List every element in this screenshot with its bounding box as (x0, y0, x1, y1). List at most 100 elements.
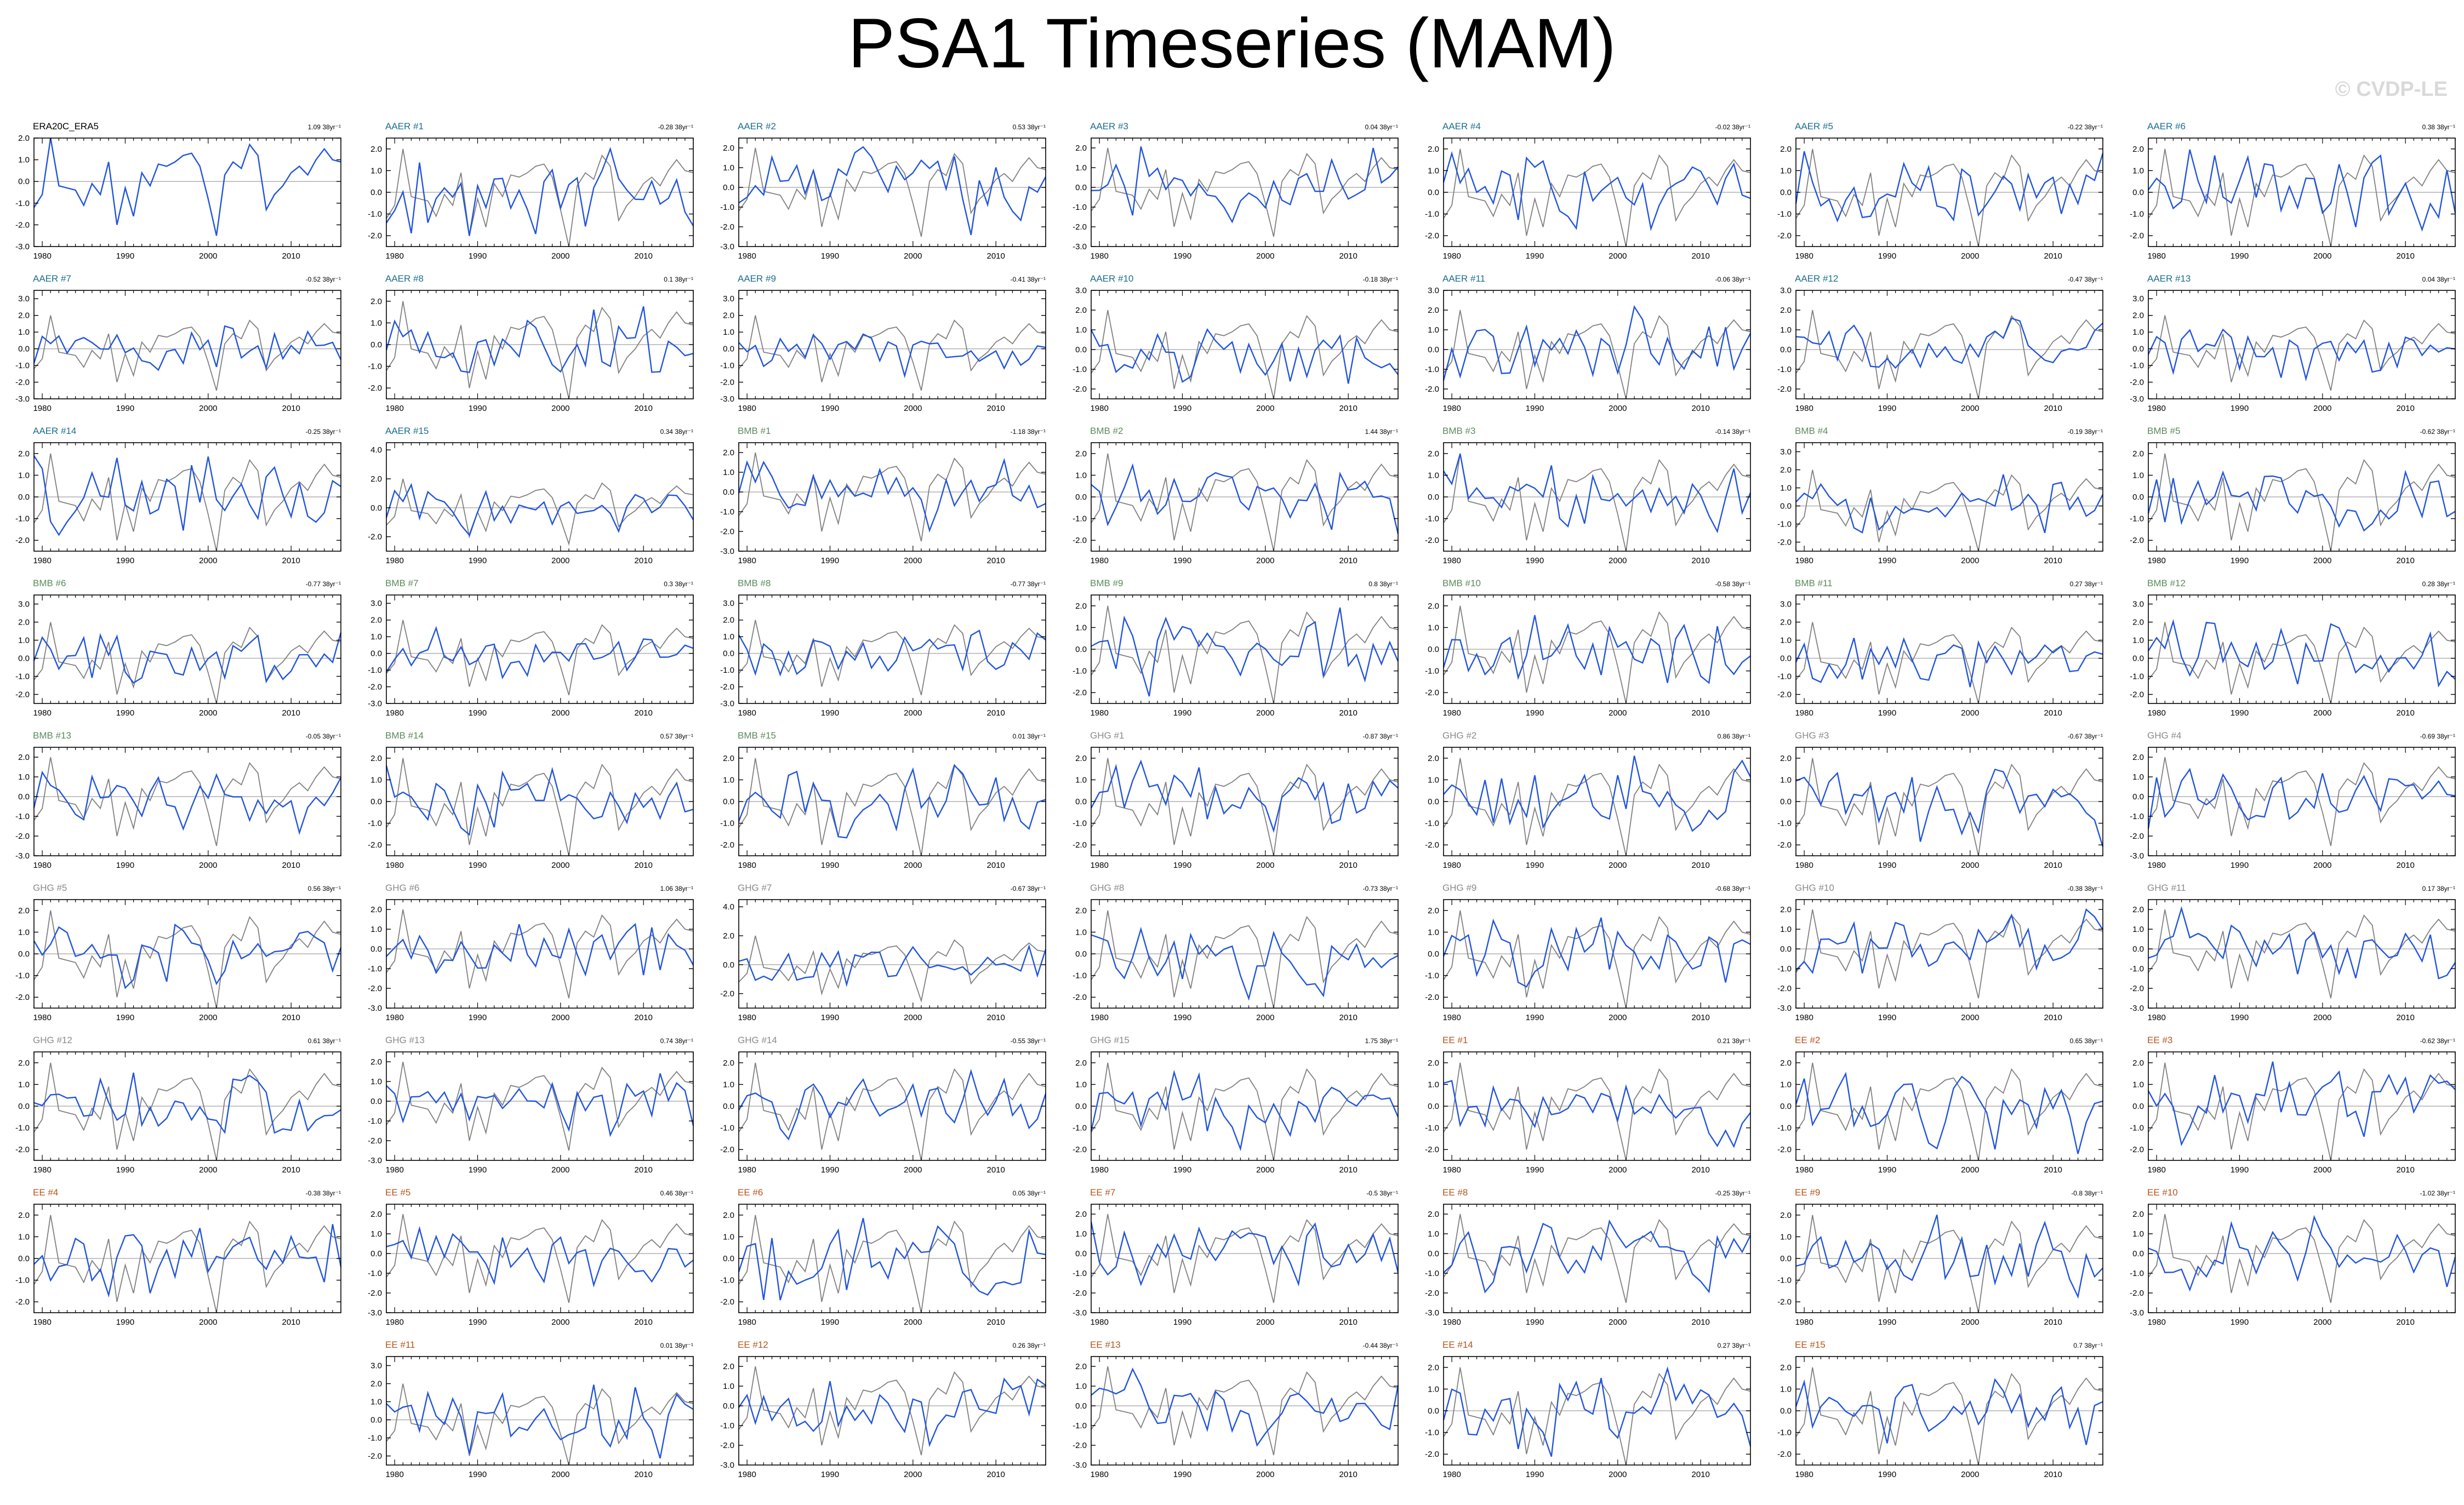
y-tick-label: -2.0 (2130, 378, 2144, 387)
panel-trend: 0.53 38yr⁻¹ (1013, 123, 1046, 131)
panel-frame (2148, 290, 2455, 399)
y-tick-label: 0.0 (370, 1097, 382, 1106)
series-line-member (1444, 454, 1750, 531)
x-tick-label: 1980 (33, 404, 51, 413)
panel-trend: -0.05 38yr⁻¹ (306, 733, 341, 740)
y-tick-label: -3.0 (15, 851, 30, 861)
y-tick-label: 0.0 (370, 188, 382, 197)
y-tick-label: -3.0 (368, 699, 382, 708)
y-tick-label: 3.0 (1780, 448, 1792, 457)
x-tick-label: 1980 (2147, 708, 2165, 718)
x-tick-label: 2010 (1339, 861, 1358, 870)
series-line-observed (2148, 1063, 2455, 1160)
y-tick-label: -1.0 (1425, 365, 1439, 374)
panel-aaer-10: AAER #10-0.18 38yr⁻¹3.02.01.00.0-1.0-2.0… (1073, 273, 1398, 413)
series-line-member (1796, 1074, 2103, 1154)
panel-label: AAER #1 (385, 121, 424, 131)
panel-trend: -0.14 38yr⁻¹ (1715, 428, 1750, 436)
x-tick-label: 1990 (1173, 251, 1191, 261)
y-tick-label: -2.0 (368, 683, 382, 692)
y-tick-label: 0.0 (1428, 493, 1439, 502)
y-tick-label: 0.0 (2132, 654, 2144, 663)
panel-label: AAER #11 (1442, 273, 1485, 284)
y-tick-label: 2.0 (370, 1057, 382, 1067)
x-tick-label: 1980 (385, 861, 403, 870)
series-line-observed (386, 479, 693, 544)
y-tick-label: -1.0 (1073, 819, 1087, 828)
x-tick-label: 2000 (551, 708, 569, 718)
panel-trend: 0.28 38yr⁻¹ (2422, 580, 2455, 588)
x-tick-label: 2010 (2397, 1013, 2415, 1022)
y-tick-label: 1.0 (1780, 1080, 1792, 1089)
panel-label: GHG #14 (738, 1035, 777, 1045)
panel-label: GHG #10 (1795, 883, 1834, 893)
x-tick-label: 1980 (33, 556, 51, 565)
x-tick-label: 1990 (1878, 708, 1896, 718)
panel-label: GHG #15 (1090, 1035, 1130, 1045)
y-tick-label: 1.0 (18, 928, 30, 937)
panel-trend: -1.18 38yr⁻¹ (1011, 428, 1046, 436)
y-tick-label: 0.0 (370, 340, 382, 350)
y-tick-label: -1.0 (15, 812, 30, 821)
y-tick-label: -2.0 (1777, 385, 1792, 394)
panel-trend: -0.47 38yr⁻¹ (2068, 276, 2103, 283)
y-tick-label: 0.0 (1075, 645, 1087, 654)
x-tick-label: 2010 (1339, 404, 1358, 413)
y-tick-label: 1.0 (370, 1077, 382, 1086)
panel-trend: 0.34 38yr⁻¹ (660, 428, 693, 436)
x-tick-label: 1990 (1173, 404, 1191, 413)
panel-label: BMB #6 (33, 578, 66, 588)
x-tick-label: 2010 (2044, 251, 2062, 261)
y-tick-label: 0.0 (2132, 792, 2144, 802)
panel-trend: -0.87 38yr⁻¹ (1363, 733, 1398, 740)
y-tick-label: -1.0 (1425, 210, 1439, 219)
series-line-observed (739, 148, 1046, 237)
y-tick-label: 2.0 (1780, 306, 1792, 315)
series-line-member (739, 946, 1046, 985)
series-line-observed (1091, 758, 1398, 856)
y-tick-label: 1.0 (723, 775, 734, 785)
series-line-member (1444, 1081, 1750, 1147)
series-line-member (2148, 1062, 2455, 1145)
y-tick-label: -2.0 (1425, 385, 1439, 394)
x-tick-label: 1990 (469, 861, 487, 870)
y-tick-label: 0.0 (1428, 949, 1439, 959)
y-tick-label: -2.0 (720, 378, 734, 387)
panel-label: GHG #5 (33, 883, 67, 893)
y-tick-label: -2.0 (1777, 690, 1792, 700)
x-tick-label: 1980 (1090, 1013, 1108, 1022)
x-tick-label: 1990 (821, 708, 839, 718)
y-tick-label: -2.0 (368, 384, 382, 393)
y-tick-label: 2.0 (1780, 618, 1792, 627)
y-tick-label: 0.0 (2132, 188, 2144, 197)
x-tick-label: 2010 (2397, 404, 2415, 413)
y-tick-label: -2.0 (720, 683, 734, 692)
y-tick-label: 0.0 (2132, 493, 2144, 502)
x-tick-label: 2010 (987, 708, 1005, 718)
x-tick-label: 2010 (1692, 556, 1710, 565)
series-line-member (739, 1071, 1046, 1139)
y-tick-label: 1.0 (18, 636, 30, 645)
x-tick-label: 1980 (385, 251, 403, 261)
x-tick-label: 2000 (199, 861, 217, 870)
series-line-observed (1444, 454, 1750, 551)
y-tick-label: -2.0 (2130, 832, 2144, 841)
series-line-member (34, 456, 341, 535)
y-tick-label: -1.0 (1073, 514, 1087, 524)
y-tick-label: -1.0 (1425, 667, 1439, 676)
x-tick-label: 1980 (2147, 251, 2165, 261)
y-tick-label: 2.0 (370, 616, 382, 625)
y-tick-label: -3.0 (15, 242, 30, 251)
y-tick-label: -2.0 (720, 989, 734, 999)
y-tick-label: 1.0 (2132, 925, 2144, 934)
y-tick-label: 2.0 (1428, 1058, 1439, 1068)
panel-trend: 0.38 38yr⁻¹ (2422, 123, 2455, 131)
y-tick-label: -2.0 (1777, 840, 1792, 850)
series-line-observed (1444, 606, 1750, 703)
y-tick-label: 2.0 (370, 145, 382, 154)
series-line-observed (1091, 310, 1398, 399)
series-line-member (1091, 929, 1398, 999)
